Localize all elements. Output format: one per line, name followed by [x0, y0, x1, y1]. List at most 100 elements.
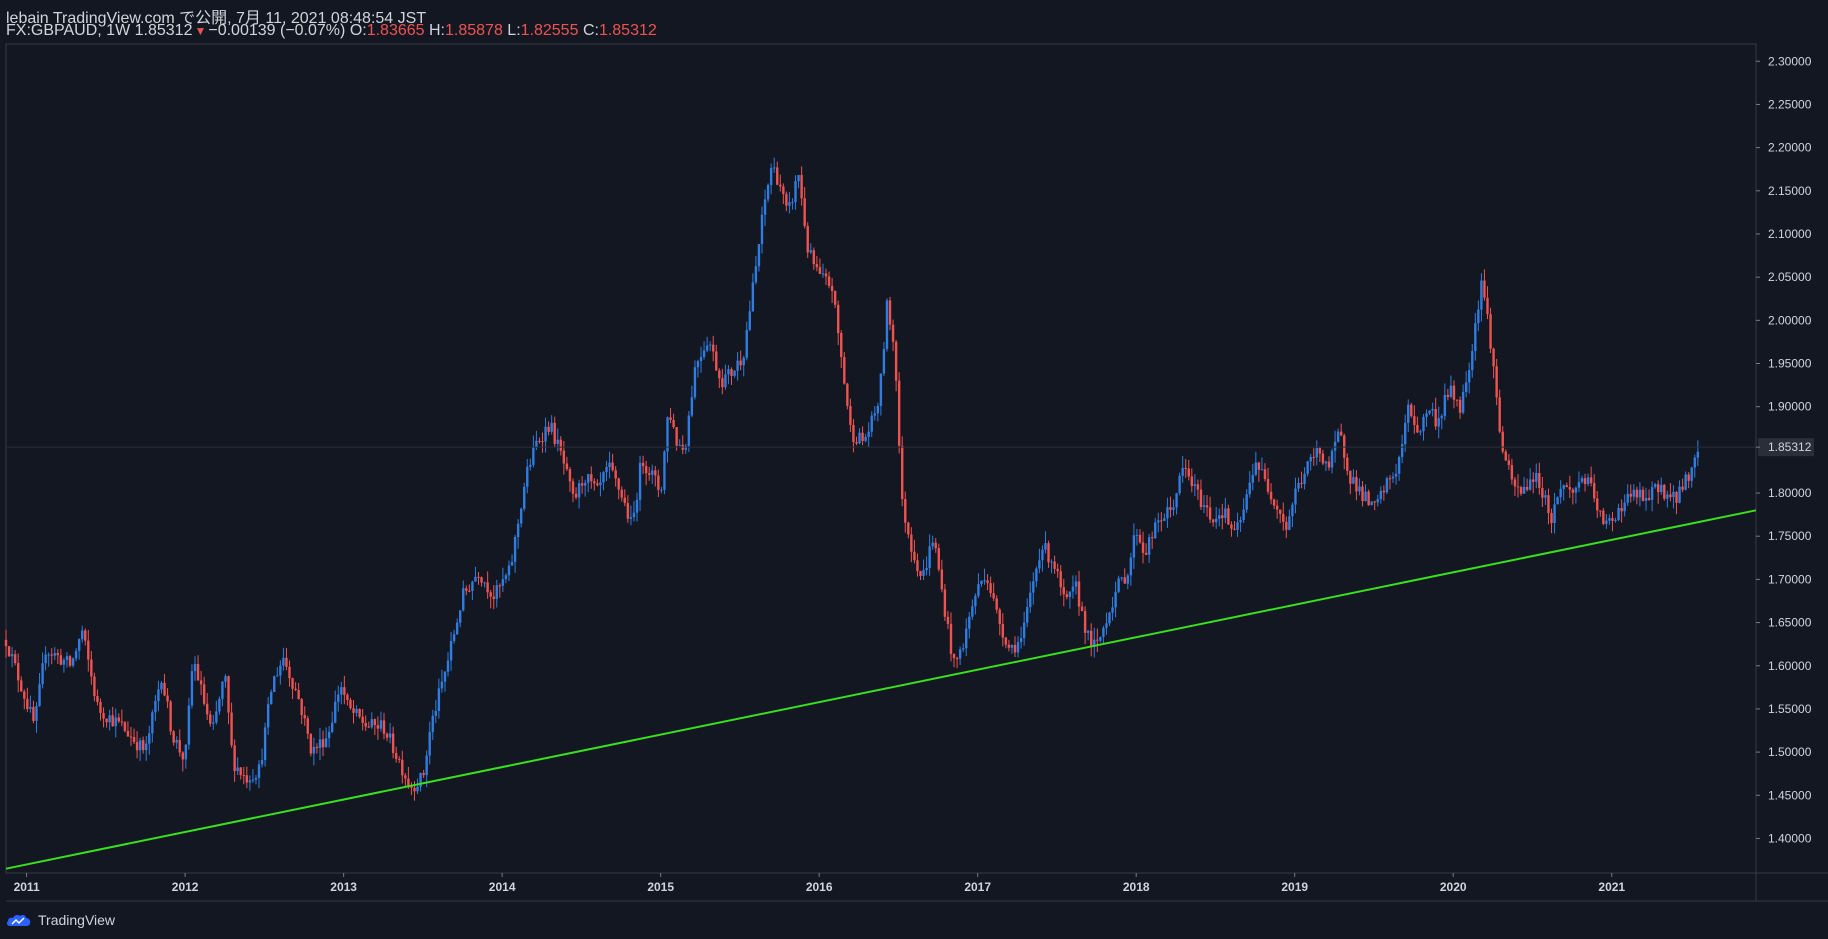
footer-branding[interactable]: TradingView — [6, 910, 115, 930]
candle-body — [1370, 501, 1373, 506]
candle-body — [1532, 479, 1535, 482]
last-price: 1.85312 — [134, 22, 193, 39]
price-tick-label: 2.20000 — [1768, 141, 1812, 155]
candle-body — [629, 517, 633, 519]
candle-body — [38, 684, 41, 707]
candle-body — [846, 383, 849, 407]
candle-body — [446, 660, 450, 672]
candle-body — [1373, 501, 1376, 503]
candle-body — [327, 731, 331, 739]
candle-body — [785, 194, 788, 206]
candle-body — [56, 653, 60, 656]
candle-body — [68, 656, 72, 666]
candle-body — [946, 616, 950, 624]
candle-body — [654, 470, 657, 476]
plot-area[interactable] — [5, 43, 1757, 874]
time-tick-label: 2018 — [1123, 880, 1150, 894]
time-axis[interactable]: 2011 2012 2013 2014 2015 2016 2017 2018 2019 2020… — [14, 873, 1626, 894]
candle-body — [827, 276, 831, 286]
candle-body — [1272, 499, 1276, 506]
candle-body — [346, 694, 349, 700]
candle-body — [1657, 484, 1660, 493]
candle-body — [809, 250, 812, 253]
candle-body — [465, 588, 468, 591]
candle-body — [739, 360, 742, 366]
tradingview-cloud-icon — [6, 914, 31, 926]
candle-body — [513, 536, 517, 562]
candle-body — [657, 475, 660, 490]
candle-body — [1275, 505, 1279, 510]
candle-body — [1416, 424, 1419, 433]
candle-body — [568, 469, 572, 482]
candle-body — [501, 579, 505, 586]
symbol-label[interactable]: FX:GBPAUD, 1W — [6, 22, 131, 39]
candle-body — [965, 628, 968, 649]
candle-body — [1397, 457, 1401, 474]
down-arrow-icon: ▼ — [194, 24, 207, 38]
candle-body — [196, 664, 200, 681]
candle-body — [367, 726, 370, 728]
candle-body — [870, 415, 873, 432]
candle-body — [925, 567, 928, 571]
candle-body — [974, 595, 977, 607]
candle-body — [428, 732, 431, 756]
candle-body — [1144, 552, 1148, 555]
candle-body — [410, 786, 413, 788]
candle-body — [1501, 431, 1504, 452]
candle-body — [1242, 509, 1245, 520]
candle-body — [504, 575, 508, 580]
candle-body — [468, 590, 471, 592]
candle-body — [53, 653, 56, 656]
candle-body — [471, 581, 474, 592]
trendline-group[interactable] — [5, 509, 1757, 870]
candle-body — [1181, 467, 1184, 476]
candle-body — [821, 273, 825, 275]
candle-body — [1571, 489, 1575, 493]
candle-body — [904, 499, 907, 523]
candle-body — [648, 473, 651, 475]
time-tick-label: 2020 — [1440, 880, 1467, 894]
candle-body — [1583, 478, 1587, 484]
candle-body — [16, 663, 20, 681]
candle-body — [1309, 456, 1312, 462]
candle-body — [1672, 492, 1675, 498]
candle-body — [1214, 518, 1218, 523]
candle-body — [1565, 485, 1568, 488]
candle-body — [1355, 477, 1358, 492]
candle-body — [1550, 513, 1553, 524]
candle-body — [248, 780, 252, 783]
candle-body — [696, 361, 700, 368]
price-tick-label: 2.10000 — [1768, 227, 1812, 241]
candle-body — [151, 712, 154, 734]
price-axis[interactable]: 2.30000 2.25000 2.20000 2.15000 2.10000 2.050… — [6, 54, 1814, 845]
candle-body — [59, 655, 63, 665]
candle-body — [169, 701, 172, 732]
candle-body — [1117, 578, 1120, 592]
ohlc-legend[interactable]: FX:GBPAUD, 1W 1.85312 ▼ −0.00139 (−0.07%) … — [6, 22, 657, 40]
candle-body — [172, 731, 175, 743]
candle-body — [263, 727, 267, 761]
candle-body — [574, 493, 578, 498]
candle-body — [1440, 415, 1443, 419]
candle-body — [361, 716, 364, 723]
candle-body — [202, 684, 206, 704]
candle-body — [748, 311, 751, 330]
candle-body — [721, 378, 724, 388]
candle-body — [1385, 478, 1389, 493]
candle-body — [1001, 624, 1005, 638]
candle-body — [1626, 493, 1629, 503]
candle-body — [1093, 639, 1096, 647]
candle-body — [830, 285, 834, 292]
support-trendline[interactable] — [5, 509, 1757, 870]
candle-body — [254, 777, 258, 780]
candle-body — [1297, 482, 1300, 489]
candle-body — [7, 646, 11, 657]
candle-body — [1498, 397, 1501, 432]
price-tick-label: 1.50000 — [1768, 745, 1812, 759]
price-tick-label: 2.30000 — [1768, 54, 1812, 68]
candle-body — [413, 787, 416, 792]
brand-name[interactable]: TradingView — [38, 912, 116, 928]
candle-body — [980, 580, 983, 585]
